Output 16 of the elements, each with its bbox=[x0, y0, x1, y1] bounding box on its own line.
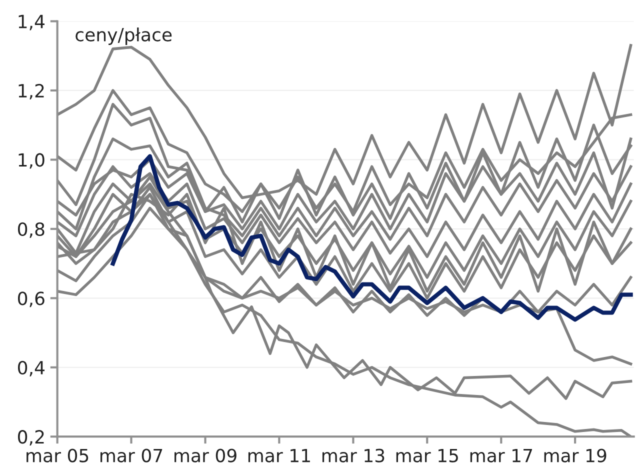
x-tick-label: mar 07 bbox=[100, 448, 162, 462]
x-tick-label: mar 13 bbox=[322, 448, 384, 462]
x-tick-label: mar 15 bbox=[396, 448, 458, 462]
y-axis-title: ceny/płace bbox=[76, 27, 172, 45]
x-tick-label: mar 05 bbox=[26, 448, 88, 462]
y-tick-label: 0,2 bbox=[18, 430, 44, 446]
y-tick-label: 1,4 bbox=[18, 14, 45, 30]
y-tick-label: 0,6 bbox=[18, 292, 44, 308]
x-tick-label: mar 19 bbox=[544, 448, 606, 462]
y-tick-label: 1,0 bbox=[18, 153, 44, 169]
x-tick-label: mar 09 bbox=[174, 448, 236, 462]
y-tick-label: 1,2 bbox=[18, 84, 44, 100]
x-tick-label: mar 11 bbox=[248, 448, 310, 462]
y-tick-label: 0,4 bbox=[18, 360, 45, 376]
y-tick-label: 0,8 bbox=[18, 222, 44, 238]
x-tick-label: mar 17 bbox=[470, 448, 532, 462]
